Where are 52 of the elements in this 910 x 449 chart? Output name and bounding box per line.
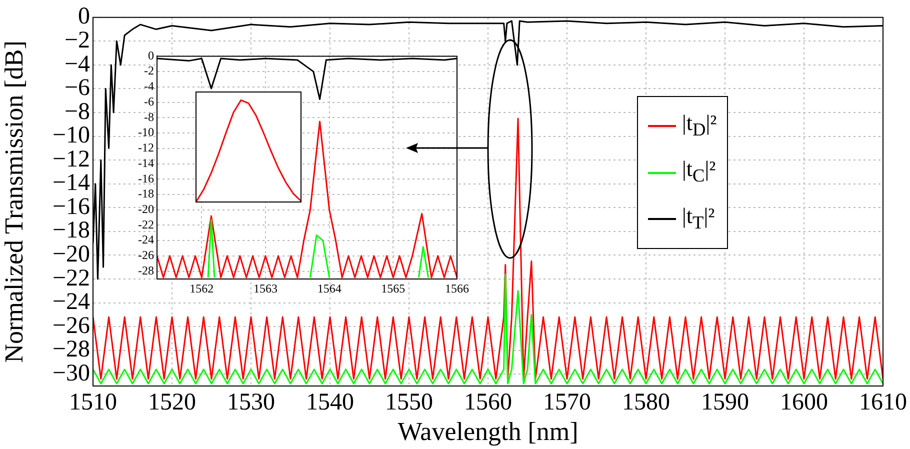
- x-axis-title: Wavelength [nm]: [398, 417, 578, 446]
- y-tick-label: -6: [144, 94, 154, 108]
- x-tick-label: 1520: [148, 390, 196, 416]
- y-tick-label: −30: [52, 360, 90, 386]
- y-tick-label: −6: [64, 75, 90, 102]
- y-tick-label: −2: [64, 27, 90, 54]
- y-tick-label: −12: [52, 146, 90, 172]
- y-tick-label: −26: [52, 312, 90, 339]
- y-axis-title: Normalized Transmission [dB]: [0, 40, 28, 363]
- x-tick-label: 1565: [381, 281, 406, 296]
- x-tick-label: 1530: [227, 390, 275, 416]
- y-tick-label: -8: [144, 110, 154, 124]
- y-tick-label: −14: [52, 170, 90, 196]
- y-tick-label: -16: [138, 171, 154, 186]
- x-tick-label: 1580: [622, 390, 670, 416]
- legend-label: |t$_{C}$|²: [682, 155, 716, 188]
- y-tick-label: -14: [138, 156, 154, 170]
- x-tick-label: 1562: [190, 281, 214, 296]
- x-tick-label: 1550: [385, 390, 433, 416]
- y-tick-label: -4: [144, 79, 154, 94]
- y-tick-label: 0: [148, 48, 154, 62]
- y-tick-label: -10: [138, 125, 154, 140]
- x-tick-label: 1563: [254, 281, 278, 296]
- y-tick-label: −18: [52, 218, 90, 244]
- y-tick-label: -22: [138, 217, 154, 232]
- legend-label: |t$_{D}$|²: [682, 109, 717, 142]
- y-tick-label: −8: [64, 98, 90, 125]
- x-tick-label: 1510: [69, 390, 117, 416]
- y-tick-label: −16: [52, 194, 90, 220]
- y-tick-label: −24: [52, 289, 90, 316]
- x-tick-label: 1560: [464, 390, 512, 416]
- y-tick-label: −28: [52, 336, 90, 363]
- y-tick-label: −20: [52, 242, 90, 268]
- y-tick-label: -2: [144, 64, 154, 78]
- y-tick-label: -26: [138, 248, 154, 262]
- x-tick-label: 1600: [780, 390, 828, 416]
- x-tick-label: 1610: [859, 390, 907, 416]
- y-tick-label: −22: [52, 265, 90, 292]
- y-tick-label: -20: [138, 202, 154, 216]
- x-tick-label: 1566: [445, 281, 469, 296]
- y-tick-label: −4: [64, 51, 90, 78]
- y-tick-label: -24: [138, 232, 154, 247]
- y-tick-label: 0: [78, 4, 90, 30]
- y-tick-label: -12: [138, 140, 154, 155]
- x-tick-label: 1590: [701, 390, 749, 416]
- y-tick-label: −10: [52, 122, 90, 149]
- legend-label: |t$_{T}$|²: [682, 202, 715, 234]
- x-tick-label: 1540: [306, 390, 354, 416]
- y-tick-label: -28: [138, 263, 154, 278]
- x-tick-label: 1564: [317, 281, 342, 296]
- x-tick-label: 1570: [543, 390, 591, 416]
- y-tick-label: -18: [138, 186, 154, 201]
